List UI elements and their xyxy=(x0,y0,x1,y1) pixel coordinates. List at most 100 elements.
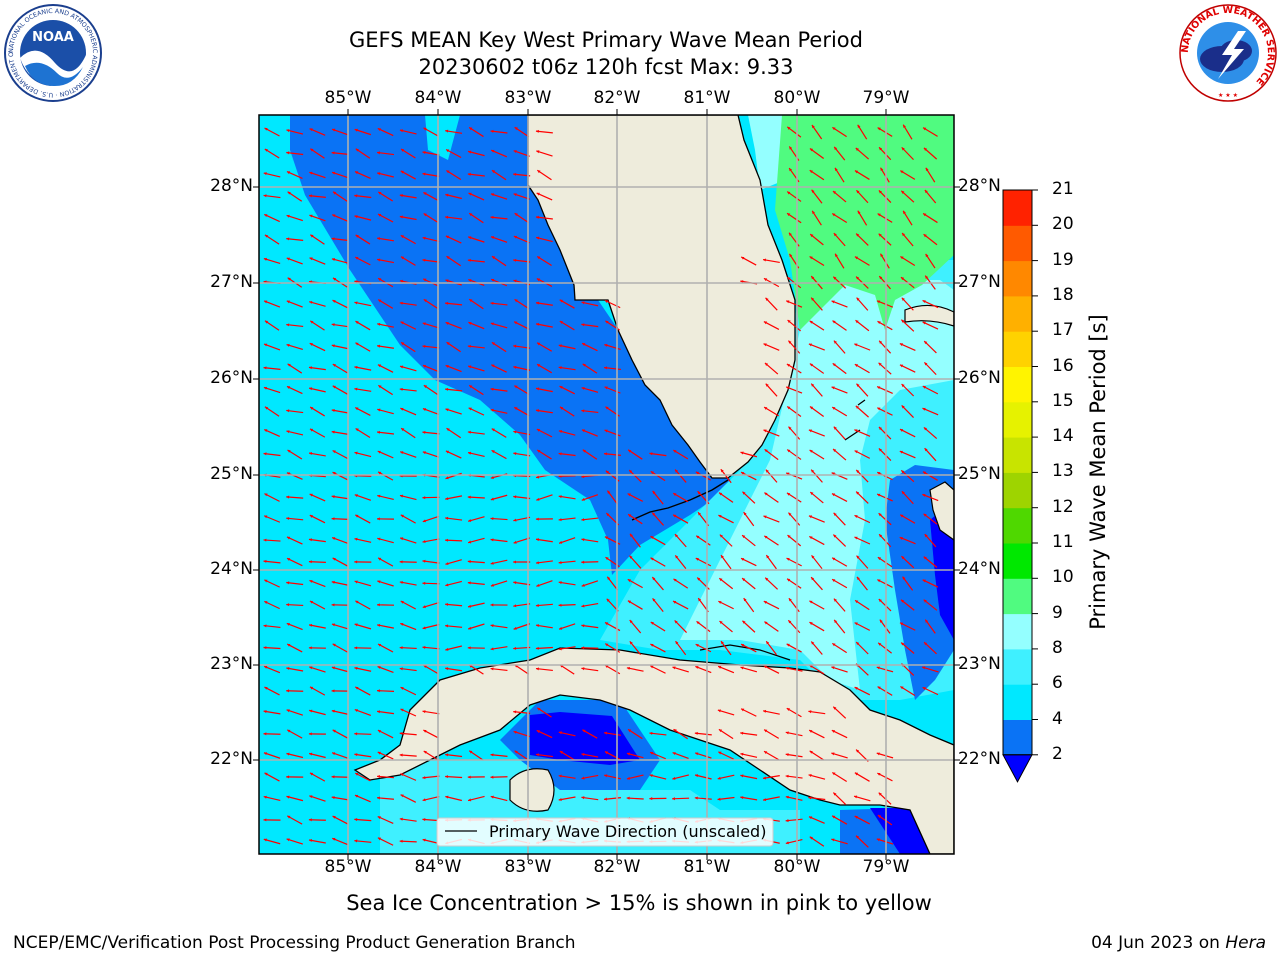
colorbar-bin xyxy=(1003,578,1032,615)
wave-direction-arrow xyxy=(491,428,507,438)
wave-direction-arrow xyxy=(877,686,893,696)
wave-direction-arrow xyxy=(763,535,779,546)
colorbar-tick-label: 20 xyxy=(1052,214,1074,235)
wave-direction-arrow xyxy=(558,623,576,630)
wave-direction-arrow xyxy=(535,409,553,414)
wave-direction-arrow xyxy=(581,646,599,650)
wave-direction-arrow xyxy=(331,537,349,544)
wave-direction-arrow xyxy=(786,707,802,718)
wave-direction-arrow xyxy=(354,666,372,672)
wave-direction-arrow xyxy=(445,580,462,587)
wave-direction-arrow xyxy=(332,385,348,395)
wave-direction-arrow xyxy=(354,194,372,199)
wave-direction-arrow xyxy=(878,598,892,612)
wave-direction-arrow xyxy=(399,839,417,843)
wave-direction-arrow xyxy=(786,578,802,589)
wave-direction-arrow xyxy=(674,554,687,570)
wave-direction-arrow xyxy=(286,237,304,241)
wave-direction-arrow xyxy=(264,127,280,137)
noaa-logo: NATIONAL OCEANIC AND ATMOSPHERIC ADMINIS… xyxy=(3,3,102,102)
wave-direction-arrow xyxy=(355,427,371,439)
wave-direction-arrow xyxy=(785,795,803,801)
wave-direction-arrow xyxy=(445,301,463,306)
wave-direction-arrow xyxy=(308,452,326,457)
wave-direction-arrow xyxy=(877,814,893,826)
wave-direction-arrow xyxy=(833,598,846,612)
wave-direction-arrow xyxy=(627,449,643,460)
wave-direction-arrow xyxy=(855,469,869,483)
wave-direction-arrow xyxy=(718,751,734,760)
wave-direction-arrow xyxy=(286,775,304,779)
lat-label-left: 24°N xyxy=(210,559,253,579)
wave-direction-arrow xyxy=(445,516,463,521)
wave-direction-arrow xyxy=(287,191,303,202)
wave-direction-arrow xyxy=(468,126,484,138)
wave-direction-arrow xyxy=(876,493,893,502)
wave-direction-arrow xyxy=(922,471,938,481)
colorbar-tick-label: 15 xyxy=(1052,390,1074,411)
wave-direction-arrow xyxy=(718,600,734,610)
wave-direction-arrow xyxy=(514,385,530,395)
wave-direction-arrow xyxy=(854,514,871,524)
wave-direction-arrow xyxy=(719,534,733,547)
wave-direction-arrow xyxy=(901,383,915,397)
wave-direction-arrow xyxy=(673,728,688,740)
wave-direction-arrow xyxy=(740,774,758,780)
wave-direction-arrow xyxy=(900,190,915,203)
wave-direction-arrow xyxy=(514,750,530,761)
wave-direction-arrow xyxy=(785,774,803,779)
wave-direction-arrow xyxy=(513,730,530,738)
wave-direction-arrow xyxy=(900,170,916,180)
wave-direction-arrow xyxy=(740,471,757,481)
wave-direction-arrow xyxy=(422,364,440,373)
wave-direction-arrow xyxy=(809,148,825,159)
wave-direction-arrow xyxy=(332,299,348,309)
wave-direction-arrow xyxy=(809,255,825,267)
wave-direction-arrow xyxy=(354,256,371,266)
wave-direction-arrow xyxy=(423,384,439,396)
wave-direction-arrow xyxy=(627,728,643,740)
wave-direction-arrow xyxy=(264,428,280,438)
wave-direction-arrow xyxy=(921,666,939,673)
wave-direction-arrow xyxy=(558,560,576,565)
wave-direction-arrow xyxy=(490,646,508,651)
wave-direction-arrow xyxy=(286,581,304,586)
wave-direction-arrow xyxy=(831,729,848,739)
wave-direction-arrow xyxy=(762,796,780,802)
wave-direction-arrow xyxy=(423,750,439,761)
wave-direction-arrow xyxy=(286,472,303,480)
wave-direction-arrow xyxy=(809,491,824,504)
wave-direction-arrow xyxy=(811,124,823,140)
wave-direction-arrow xyxy=(855,147,870,160)
florida-land xyxy=(527,115,796,479)
wave-direction-arrow xyxy=(355,148,371,159)
wave-direction-arrow xyxy=(399,537,417,544)
wave-direction-arrow xyxy=(513,321,530,330)
wave-direction-arrow xyxy=(876,838,894,845)
wave-direction-arrow xyxy=(400,708,417,717)
wave-direction-arrow xyxy=(923,340,937,354)
wave-direction-arrow xyxy=(582,363,598,374)
wave-direction-arrow xyxy=(377,213,394,223)
legend-label: Primary Wave Direction (unscaled) xyxy=(489,822,766,841)
wave-direction-arrow xyxy=(787,319,802,332)
colorbar-bin xyxy=(1003,543,1032,579)
wave-direction-arrow xyxy=(831,771,848,783)
wave-direction-arrow xyxy=(717,709,735,716)
wave-direction-arrow xyxy=(491,341,507,353)
colorbar-title: Primary Wave Mean Period [s] xyxy=(1086,314,1110,630)
wave-direction-arrow xyxy=(286,643,303,653)
wave-direction-arrow xyxy=(331,258,349,264)
wave-direction-arrow xyxy=(832,362,847,375)
wave-direction-arrow xyxy=(786,643,802,653)
wave-direction-arrow xyxy=(834,253,845,269)
wave-direction-arrow xyxy=(377,751,394,760)
wave-direction-arrow xyxy=(902,576,914,591)
wave-direction-arrow xyxy=(331,775,349,779)
wave-direction-arrow xyxy=(811,554,823,570)
wave-direction-arrow xyxy=(446,169,462,181)
wave-direction-arrow xyxy=(490,580,508,587)
wave-direction-arrow xyxy=(855,319,870,332)
wave-direction-arrow xyxy=(467,560,485,564)
wave-direction-arrow xyxy=(924,447,937,462)
